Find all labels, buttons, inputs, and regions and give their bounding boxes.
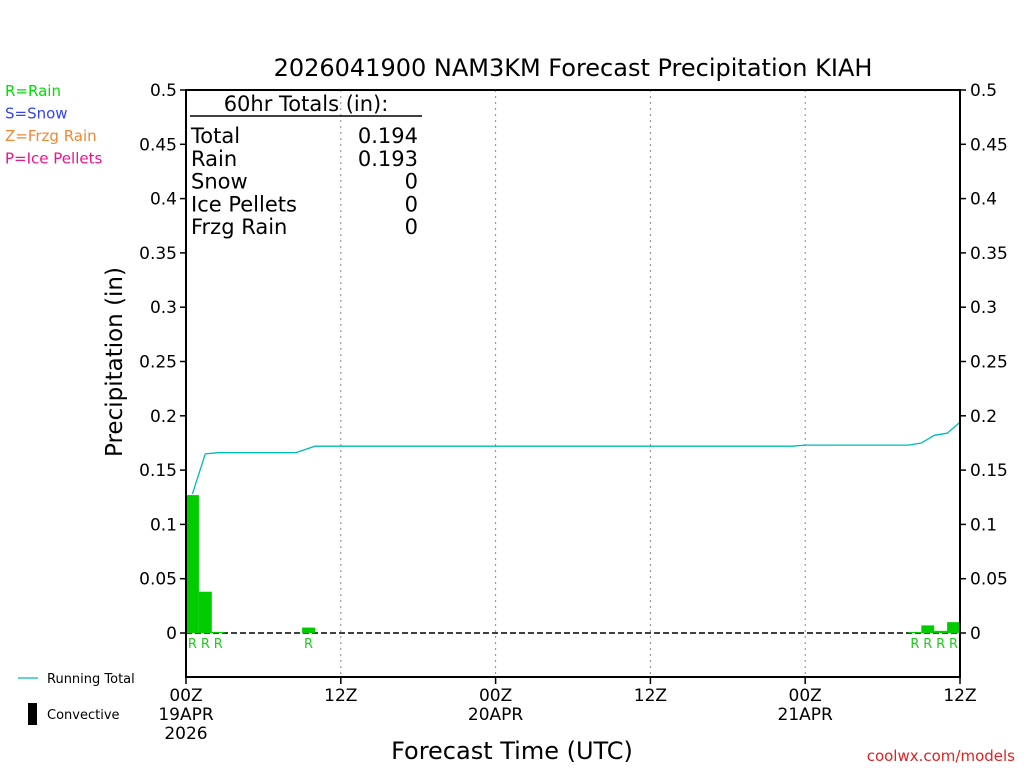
ptype-label: R — [936, 637, 945, 652]
y-tick-label: 0.3 — [970, 298, 997, 318]
totals-label: Total — [190, 124, 240, 148]
legend-item: Z=Frzg Rain — [5, 127, 97, 145]
totals-value: 0 — [405, 215, 418, 239]
x-tick-label: 00Z — [789, 686, 822, 706]
plot-frame — [185, 89, 961, 678]
x-tick-label: 12Z — [943, 686, 976, 706]
rain-bar — [211, 631, 225, 633]
y-tick-label: 0.05 — [970, 570, 1008, 590]
y-tick-label: 0.5 — [150, 81, 177, 101]
totals-label: Rain — [191, 147, 237, 171]
x-axis-label: Forecast Time (UTC) — [391, 737, 633, 765]
y-axis-label: Precipitation (in) — [102, 267, 128, 457]
ptype-label: R — [910, 637, 919, 652]
rain-bar — [908, 631, 922, 633]
credit-text: coolwx.com/models — [867, 747, 1015, 765]
y-tick-label: 0.35 — [970, 244, 1008, 264]
y-tick-label: 0 — [970, 624, 981, 644]
x-tick-label: 12Z — [634, 686, 667, 706]
x-tick-label: 00Z — [479, 686, 512, 706]
x-tick-label: 00Z — [169, 686, 202, 706]
rain-bar — [302, 627, 315, 633]
y-tick-label: 0.45 — [970, 135, 1008, 155]
y-tick-label: 0 — [166, 624, 177, 644]
legend-bottom-label: Running Total — [47, 672, 135, 687]
y-tick-label: 0.4 — [150, 190, 177, 210]
y-tick-label: 0.1 — [970, 515, 997, 535]
y-tick-label: 0.05 — [139, 570, 177, 590]
legend-bar-swatch — [28, 703, 37, 725]
y-tick-label: 0.3 — [150, 298, 177, 318]
ptype-label: R — [214, 637, 223, 652]
rain-bar — [947, 622, 960, 633]
totals-value: 0 — [405, 170, 418, 194]
y-tick-label: 0.1 — [150, 515, 177, 535]
y-tick-label: 0.25 — [970, 353, 1008, 373]
y-tick-label: 0.2 — [150, 407, 177, 427]
x-tick-label: 12Z — [324, 686, 357, 706]
y-tick-label: 0.4 — [970, 190, 997, 210]
ptype-label: R — [201, 637, 210, 652]
precip-type-legend: R=Rain S=Snow Z=Frzg Rain P=Ice Pellets — [5, 82, 102, 168]
totals-value: 0.194 — [358, 124, 418, 148]
running-total-line — [191, 421, 961, 495]
x-tick-year: 2026 — [164, 724, 207, 744]
ptype-label: R — [304, 637, 313, 652]
rain-bar — [934, 630, 948, 633]
totals-value: 0.193 — [358, 147, 418, 171]
ptype-label: R — [188, 637, 197, 652]
rain-bars — [186, 495, 960, 633]
y-tick-label: 0.35 — [139, 244, 177, 264]
ptype-label: R — [949, 637, 958, 652]
y-axis-right: 0 0.05 0.1 0.15 0.2 0.25 0.3 0.35 0.4 0.45 0.5 — [960, 81, 1008, 644]
legend-item: S=Snow — [5, 105, 68, 123]
y-tick-label: 0.45 — [139, 135, 177, 155]
line-legend: Running Total Convective — [18, 672, 135, 725]
totals-label: Snow — [191, 170, 248, 194]
legend-item: R=Rain — [5, 82, 61, 100]
x-tick-date: 20APR — [468, 705, 524, 725]
legend-item: P=Ice Pellets — [5, 150, 102, 168]
rain-bar — [198, 591, 212, 633]
y-tick-label: 0.15 — [139, 461, 177, 481]
grid-lines — [340, 90, 806, 677]
y-axis-left: 0 0.05 0.1 0.15 0.2 0.25 0.3 0.35 0.4 0.45 0.5 — [139, 81, 186, 644]
y-tick-label: 0.25 — [139, 353, 177, 373]
totals-box: 60hr Totals (in): Total 0.194 Rain 0.193 Snow… — [190, 92, 422, 239]
ptype-label: R — [923, 637, 932, 652]
chart-title: 2026041900 NAM3KM Forecast Precipitation… — [274, 54, 873, 82]
totals-label: Frzg Rain — [191, 215, 287, 239]
y-tick-label: 0.5 — [970, 81, 997, 101]
legend-bottom-label: Convective — [47, 708, 120, 723]
rain-bar — [186, 495, 199, 633]
y-tick-label: 0.15 — [970, 461, 1008, 481]
y-tick-label: 0.2 — [970, 407, 997, 427]
rain-bar — [921, 625, 935, 633]
x-tick-date: 19APR — [158, 705, 214, 725]
x-tick-date: 21APR — [778, 705, 834, 725]
totals-label: Ice Pellets — [191, 192, 297, 216]
totals-value: 0 — [405, 192, 418, 216]
totals-header: 60hr Totals (in): — [224, 92, 389, 116]
